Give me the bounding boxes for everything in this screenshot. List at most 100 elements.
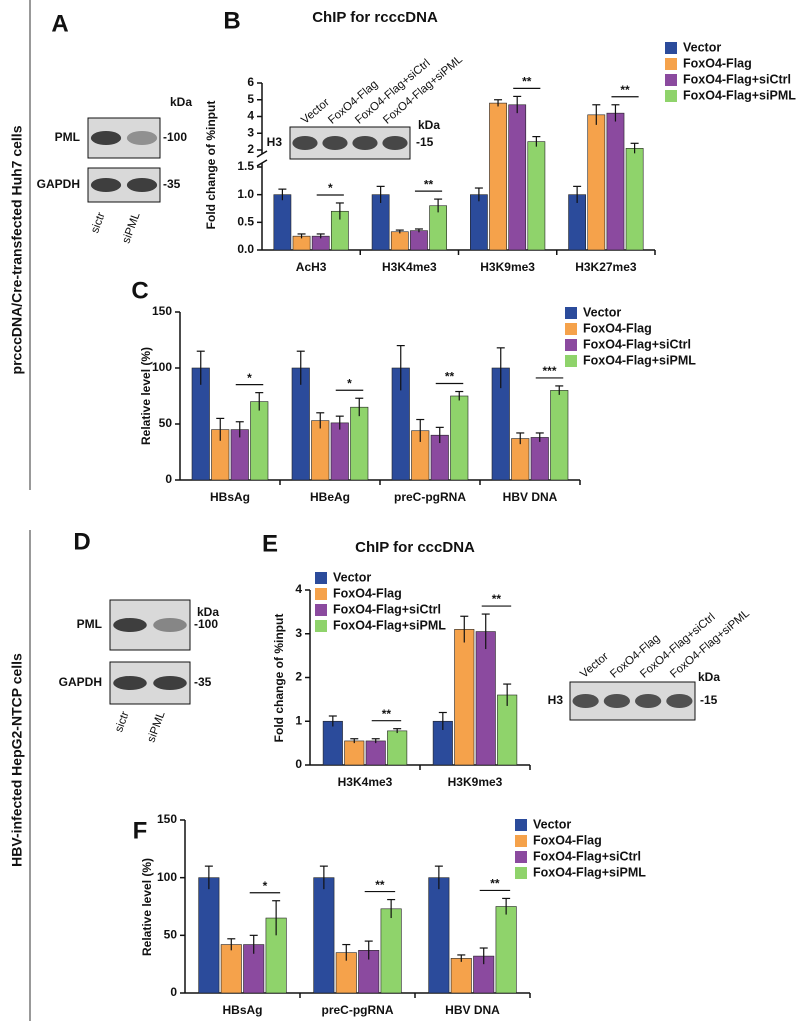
error-bar [235, 421, 244, 438]
significance-label: ** [382, 707, 392, 721]
legend-swatch [565, 339, 577, 351]
blot-band [126, 131, 158, 145]
bar [495, 906, 517, 994]
y-tick-label: 4 [247, 109, 254, 123]
x-tick-label: H3K4me3 [382, 260, 437, 274]
error-bar [434, 865, 443, 890]
error-bar [376, 185, 385, 203]
significance-label: ** [492, 592, 502, 606]
significance-label: * [328, 181, 333, 195]
blot-band [603, 694, 630, 708]
error-bar [204, 865, 213, 890]
bar [198, 877, 220, 994]
y-tick-label: 0 [170, 985, 177, 999]
error-bar [414, 228, 423, 233]
legend-label: Vector [333, 570, 371, 584]
y-tick-label: 100 [152, 360, 172, 374]
blot-band [292, 136, 318, 150]
error-bar [592, 104, 601, 125]
error-bar [460, 615, 469, 643]
error-bar [611, 104, 620, 122]
bar [428, 877, 450, 994]
error-bar [297, 233, 306, 239]
kda-label: kDa [170, 95, 192, 109]
legend-label: FoxO4-Flag+siCtrl [583, 337, 691, 351]
lane-label: Vector [578, 650, 611, 680]
error-bar [503, 683, 512, 706]
error-bar [227, 938, 236, 951]
error-bar [434, 198, 443, 213]
error-bar [455, 390, 464, 401]
x-tick-label: H3K27me3 [575, 260, 637, 274]
bar [625, 148, 644, 251]
panel-letter: A [51, 10, 68, 37]
kda-label: kDa [197, 605, 219, 619]
error-bar [494, 99, 503, 107]
lane-label: Vector [299, 96, 332, 126]
bar [273, 194, 292, 251]
bar [470, 194, 488, 251]
y-axis-label: Relative level (%) [140, 858, 154, 956]
legend-label: FoxO4-Flag+siPML [333, 618, 446, 632]
error-bar [342, 943, 351, 961]
error-bar [416, 418, 425, 442]
blot-row-label: H3 [267, 135, 283, 149]
significance-label: ** [522, 75, 532, 89]
legend-swatch [515, 867, 527, 879]
error-bar [481, 613, 490, 650]
blot-marker: -100 [194, 617, 218, 631]
lane-label: sictr [113, 710, 132, 734]
legend-label: FoxO4-Flag [533, 833, 602, 847]
lane-label: siPML [120, 210, 142, 245]
error-bar [355, 397, 364, 417]
error-bar [513, 95, 522, 114]
legend-label: Vector [683, 40, 721, 54]
bar [380, 908, 402, 994]
kda-label: kDa [418, 118, 440, 132]
error-bar [278, 188, 287, 201]
bar [344, 740, 365, 766]
significance-label: ** [620, 83, 630, 97]
x-tick-label: HBeAg [310, 490, 350, 504]
y-tick-label: 0 [165, 472, 172, 486]
significance-label: * [347, 376, 352, 390]
blot-band [666, 694, 693, 708]
panel-letter: B [223, 7, 240, 34]
panel-letter: C [131, 277, 148, 304]
y-tick-label: 0 [295, 757, 302, 771]
error-bar [396, 345, 405, 391]
bar [475, 631, 496, 766]
lane-label: siPML [145, 709, 167, 744]
legend-swatch [515, 851, 527, 863]
blot-band [126, 178, 158, 192]
legend-swatch [315, 572, 327, 584]
blot-marker: -100 [163, 130, 187, 144]
x-tick-label: AcH3 [296, 260, 327, 274]
error-bar [216, 417, 225, 441]
panel-letter: E [262, 530, 278, 557]
error-bar [555, 385, 564, 395]
legend-swatch [315, 588, 327, 600]
blot-band [382, 136, 408, 150]
error-bar [573, 185, 582, 203]
legend-swatch [565, 355, 577, 367]
lane-label: sictr [89, 211, 108, 235]
axis-break [256, 150, 268, 158]
error-bar [272, 900, 281, 936]
y-tick-label: 4 [295, 582, 302, 596]
y-axis-label: Relative level (%) [139, 347, 153, 445]
legend-swatch [315, 604, 327, 616]
blot-band [352, 136, 378, 150]
bar [489, 102, 507, 251]
blot-band [113, 676, 147, 690]
legend-label: Vector [533, 817, 571, 831]
legend-swatch [665, 74, 677, 86]
side-label: prcccDNA/Cre-transfected Huh7 cells [9, 125, 25, 374]
error-bar [335, 415, 344, 430]
bar [454, 629, 475, 766]
blot-row-label: PML [77, 617, 102, 631]
y-axis-label: Fold change of %input [272, 614, 286, 743]
error-bar [335, 202, 344, 220]
error-bar [328, 715, 337, 727]
legend-swatch [665, 58, 677, 70]
